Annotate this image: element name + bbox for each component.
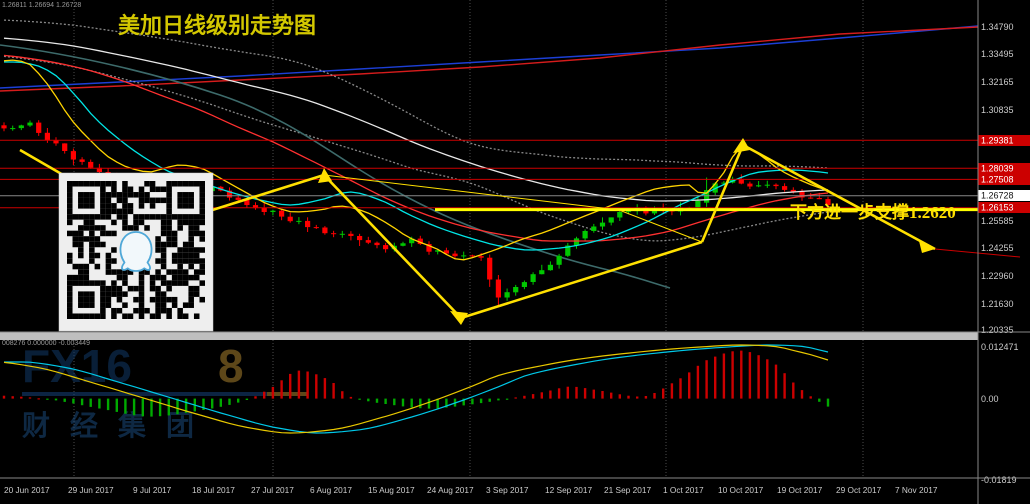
svg-text:1.21630: 1.21630 bbox=[981, 299, 1014, 309]
svg-text:1.26153: 1.26153 bbox=[981, 203, 1014, 213]
svg-text:3 Sep 2017: 3 Sep 2017 bbox=[486, 485, 529, 495]
svg-text:0.00: 0.00 bbox=[981, 394, 999, 404]
svg-text:1.26728: 1.26728 bbox=[981, 191, 1014, 201]
svg-text:29 Oct 2017: 29 Oct 2017 bbox=[836, 485, 882, 495]
svg-text:下方进一步支撑1.2620: 下方进一步支撑1.2620 bbox=[790, 202, 956, 222]
svg-text:1.27508: 1.27508 bbox=[981, 175, 1014, 185]
svg-text:1.20335: 1.20335 bbox=[981, 325, 1014, 335]
svg-text:0.012471: 0.012471 bbox=[981, 342, 1019, 352]
svg-text:1.28039: 1.28039 bbox=[981, 164, 1014, 174]
svg-text:1.30835: 1.30835 bbox=[981, 105, 1014, 115]
svg-text:24 Aug 2017: 24 Aug 2017 bbox=[427, 485, 474, 495]
svg-text:10 Oct 2017: 10 Oct 2017 bbox=[718, 485, 764, 495]
svg-text:1.24255: 1.24255 bbox=[981, 243, 1014, 253]
svg-text:9 Jul 2017: 9 Jul 2017 bbox=[133, 485, 172, 495]
svg-text:19 Oct 2017: 19 Oct 2017 bbox=[777, 485, 823, 495]
svg-text:1 Oct 2017: 1 Oct 2017 bbox=[663, 485, 704, 495]
svg-text:20 Jun 2017: 20 Jun 2017 bbox=[4, 485, 50, 495]
svg-text:1.26811 1.26694 1.26728: 1.26811 1.26694 1.26728 bbox=[2, 2, 81, 9]
svg-text:008276 0.000000 -0.003449: 008276 0.000000 -0.003449 bbox=[2, 340, 90, 347]
svg-text:1.34790: 1.34790 bbox=[981, 22, 1014, 32]
svg-text:1.25585: 1.25585 bbox=[981, 216, 1014, 226]
svg-text:21 Sep 2017: 21 Sep 2017 bbox=[604, 485, 651, 495]
svg-text:-0.01819: -0.01819 bbox=[981, 475, 1017, 485]
svg-text:FX16: FX16 bbox=[22, 340, 132, 392]
svg-text:1.29381: 1.29381 bbox=[981, 136, 1014, 146]
svg-text:1.22960: 1.22960 bbox=[981, 271, 1014, 281]
svg-text:财经集团: 财经集团 bbox=[22, 409, 214, 442]
svg-text:27 Jul 2017: 27 Jul 2017 bbox=[251, 485, 294, 495]
svg-text:8: 8 bbox=[218, 340, 244, 392]
svg-text:29 Jun 2017: 29 Jun 2017 bbox=[68, 485, 114, 495]
svg-text:18 Jul 2017: 18 Jul 2017 bbox=[192, 485, 235, 495]
svg-text:1.33495: 1.33495 bbox=[981, 49, 1014, 59]
svg-text:1.32165: 1.32165 bbox=[981, 77, 1014, 87]
svg-text:7 Nov 2017: 7 Nov 2017 bbox=[895, 485, 938, 495]
svg-text:12 Sep 2017: 12 Sep 2017 bbox=[545, 485, 592, 495]
svg-text:6 Aug 2017: 6 Aug 2017 bbox=[310, 485, 352, 495]
svg-text:15 Aug 2017: 15 Aug 2017 bbox=[368, 485, 415, 495]
svg-text:美加日线级别走势图: 美加日线级别走势图 bbox=[118, 13, 316, 38]
